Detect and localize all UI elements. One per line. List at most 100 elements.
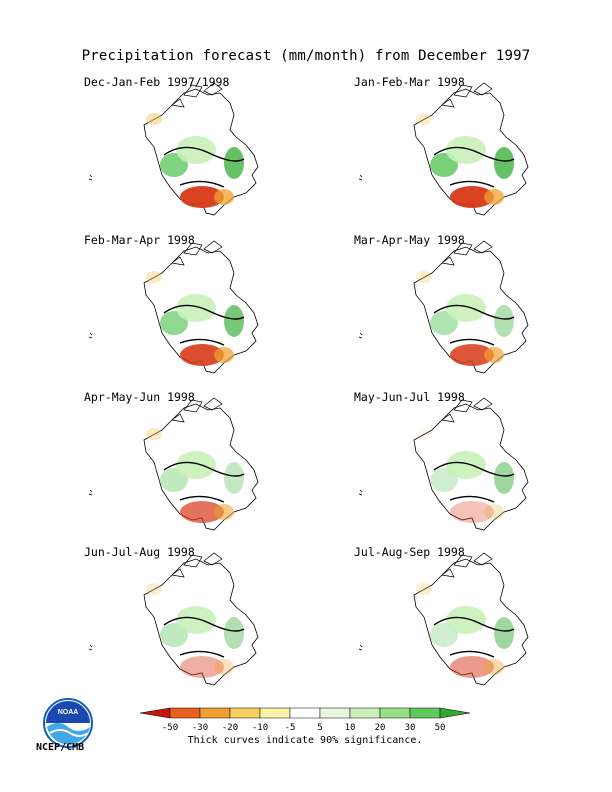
panel-season-label: Jun-Jul-Aug 1998 — [84, 545, 195, 559]
forecast-panel: Jun-Jul-Aug 1998 — [84, 545, 314, 695]
dry-northwest-anomaly — [146, 271, 162, 283]
dry-northwest-anomaly — [416, 583, 432, 595]
dry-south-anomaly — [450, 344, 494, 366]
wet-east-anomaly — [494, 617, 514, 649]
north-america-map — [358, 240, 529, 374]
hawaii-marks — [88, 644, 93, 651]
wet-central-anomaly — [446, 136, 486, 164]
panel-season-label: Apr-May-Jun 1998 — [84, 390, 195, 404]
colorbar-segment — [439, 707, 471, 719]
arctic-islands — [171, 397, 223, 423]
dry-southeast-anomaly — [214, 347, 234, 363]
significance-contour — [433, 616, 515, 658]
significance-contour — [433, 461, 515, 503]
arctic-islands — [441, 397, 493, 423]
dry-south-anomaly — [180, 344, 224, 366]
dry-northwest-anomaly — [146, 583, 162, 595]
colorbar-tick-label: -5 — [285, 723, 296, 733]
colorbar-segment — [289, 707, 321, 719]
arctic-islands — [171, 82, 223, 108]
north-america-map — [88, 82, 259, 216]
panel-season-label: May-Jun-Jul 1998 — [354, 390, 465, 404]
wet-central-anomaly — [446, 606, 486, 634]
dry-southeast-anomaly — [214, 189, 234, 205]
wet-east-anomaly — [224, 305, 244, 337]
wet-central-anomaly — [446, 294, 486, 322]
colorbar-segment — [319, 707, 351, 719]
wet-east-anomaly — [494, 462, 514, 494]
dry-southeast-anomaly — [214, 659, 234, 675]
forecast-panel: Jan-Feb-Mar 1998 — [354, 75, 584, 225]
logo-caption: NCEP/CMB — [36, 742, 85, 753]
significance-contour — [163, 146, 245, 188]
forecast-panel: Feb-Mar-Apr 1998 — [84, 233, 314, 383]
arctic-islands — [171, 240, 223, 266]
panel-season-label: Feb-Mar-Apr 1998 — [84, 233, 195, 247]
hawaii-marks — [358, 332, 363, 339]
north-america-map — [88, 552, 259, 686]
colorbar-tick-label: -20 — [222, 723, 238, 733]
hawaii-marks — [88, 489, 93, 496]
north-america-map — [88, 397, 259, 531]
arctic-islands — [441, 82, 493, 108]
colorbar-tick-label: -50 — [162, 723, 178, 733]
dry-south-anomaly — [450, 656, 494, 678]
north-america-map — [358, 82, 529, 216]
hawaii-marks — [88, 332, 93, 339]
forecast-panel: Dec-Jan-Feb 1997/1998 — [84, 75, 314, 225]
logo-text: NOAA — [58, 709, 79, 716]
significance-contour — [433, 304, 515, 346]
hawaii-marks — [88, 174, 93, 181]
arctic-islands — [441, 240, 493, 266]
forecast-panel: Jul-Aug-Sep 1998 — [354, 545, 584, 695]
dry-south-anomaly — [450, 186, 494, 208]
hawaii-marks — [358, 489, 363, 496]
hawaii-marks — [358, 174, 363, 181]
dry-southeast-anomaly — [214, 504, 234, 520]
north-america-map — [358, 397, 529, 531]
colorbar-segment — [229, 707, 261, 719]
arctic-islands — [171, 552, 223, 578]
wet-central-anomaly — [176, 451, 216, 479]
colorbar-tick-label: 5 — [317, 723, 322, 733]
wet-east-anomaly — [224, 462, 244, 494]
forecast-panel: Apr-May-Jun 1998 — [84, 390, 314, 540]
colorbar-segment — [259, 707, 291, 719]
north-america-map — [88, 240, 259, 374]
dry-south-anomaly — [180, 501, 224, 523]
colorbar-tick-label: 20 — [375, 723, 386, 733]
colorbar-segment — [349, 707, 381, 719]
wet-central-anomaly — [176, 136, 216, 164]
colorbar-segment — [199, 707, 231, 719]
panel-season-label: Jul-Aug-Sep 1998 — [354, 545, 465, 559]
colorbar: -50 -30 -20 -10 -5 5 10 20 30 50 — [139, 707, 471, 733]
dry-northwest-anomaly — [146, 428, 162, 440]
wet-east-anomaly — [494, 305, 514, 337]
dry-southeast-anomaly — [484, 504, 504, 520]
significance-contour — [163, 304, 245, 346]
colorbar-tick-label: 50 — [435, 723, 446, 733]
colorbar-segment — [139, 707, 171, 719]
wet-central-anomaly — [176, 606, 216, 634]
colorbar-tick-label: 30 — [405, 723, 416, 733]
panel-season-label: Jan-Feb-Mar 1998 — [354, 75, 465, 89]
dry-northwest-anomaly — [416, 271, 432, 283]
significance-contour — [433, 146, 515, 188]
colorbar-tick-label: -30 — [192, 723, 208, 733]
colorbar-tick-label: 10 — [345, 723, 356, 733]
wet-east-anomaly — [224, 617, 244, 649]
dry-southeast-anomaly — [484, 189, 504, 205]
significance-contour — [163, 461, 245, 503]
dry-northwest-anomaly — [416, 113, 432, 125]
dry-south-anomaly — [180, 656, 224, 678]
significance-contour — [163, 616, 245, 658]
wet-central-anomaly — [176, 294, 216, 322]
significance-note: Thick curves indicate 90% significance. — [187, 735, 423, 746]
arctic-islands — [441, 552, 493, 578]
colorbar-segment — [409, 707, 441, 719]
dry-south-anomaly — [180, 186, 224, 208]
dry-south-anomaly — [450, 501, 494, 523]
wet-central-anomaly — [446, 451, 486, 479]
forecast-panel: May-Jun-Jul 1998 — [354, 390, 584, 540]
noaa-logo-icon: NOAA — [43, 698, 93, 748]
